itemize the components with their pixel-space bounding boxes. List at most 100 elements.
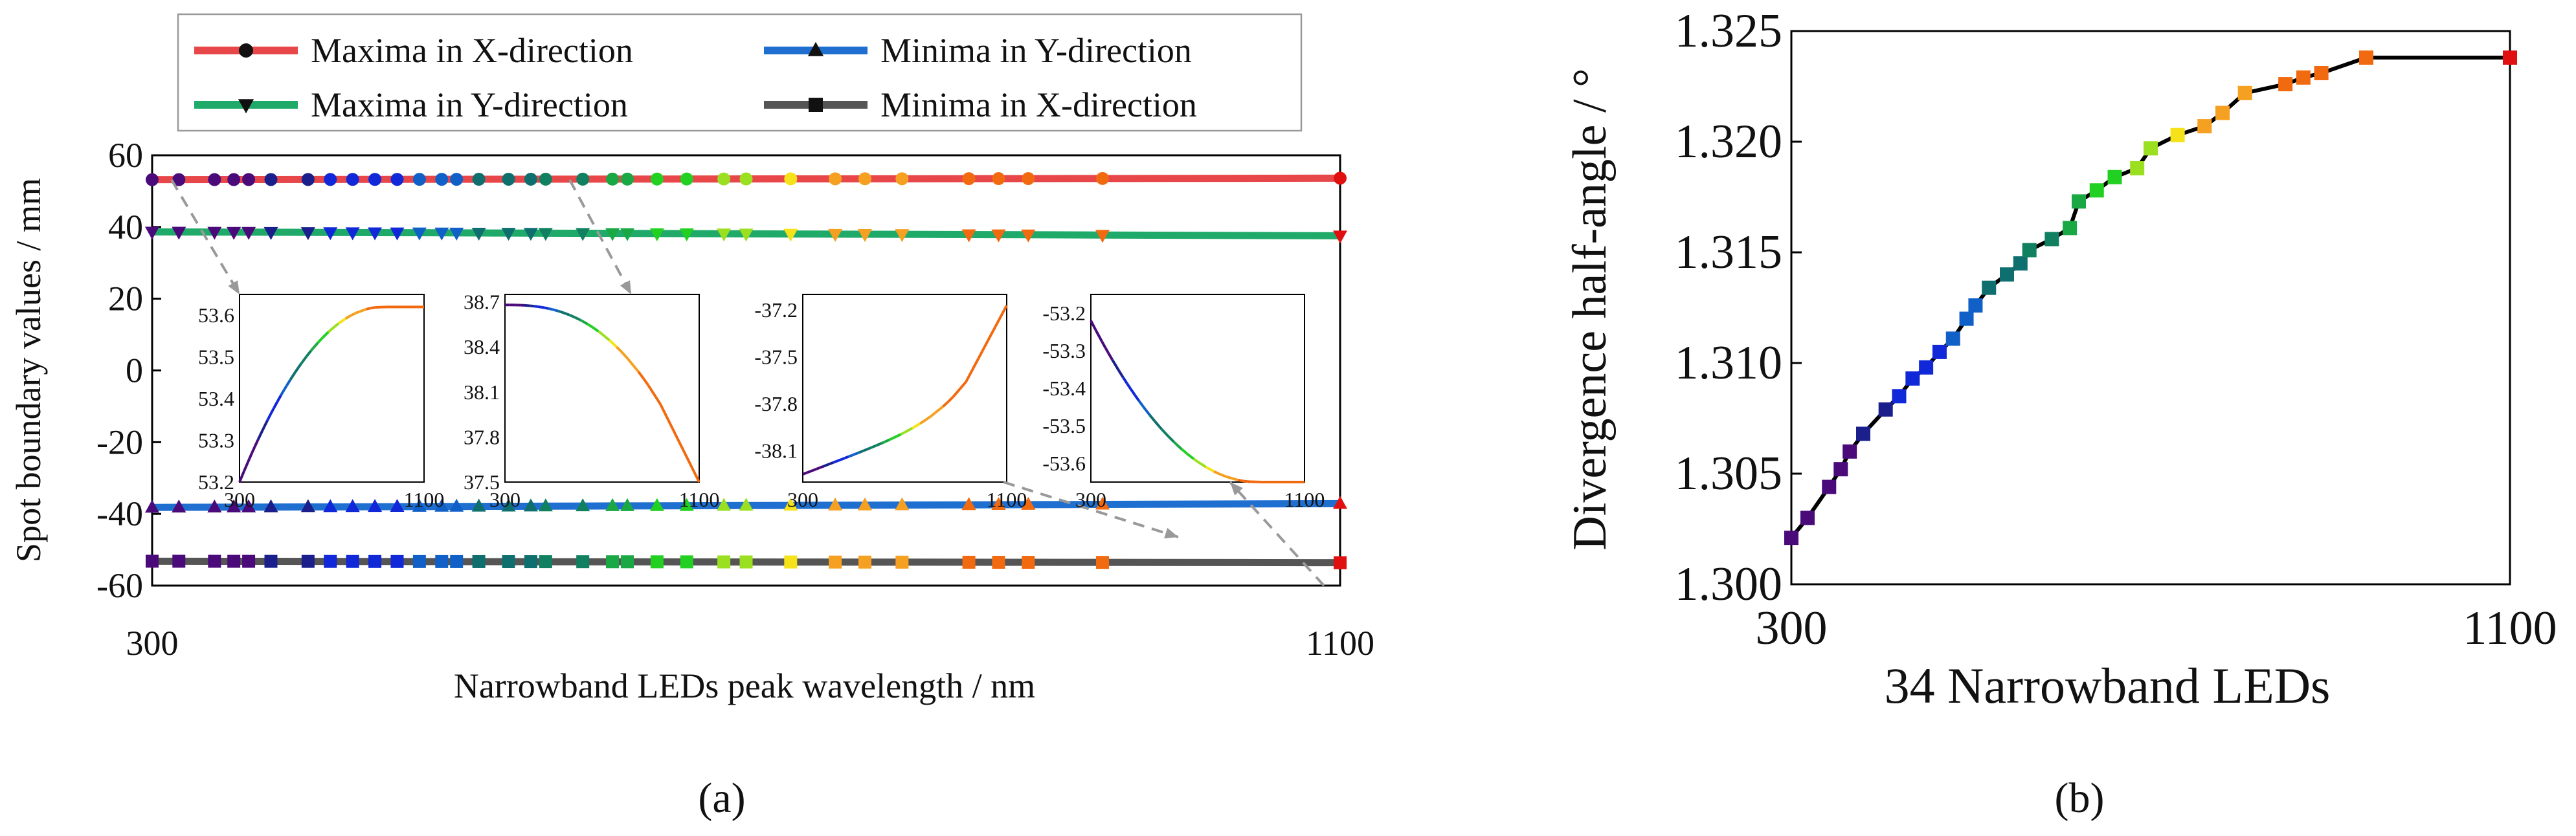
inset-curve-segment [814, 469, 817, 470]
data-point [2130, 161, 2144, 175]
y-tick-label: 20 [108, 280, 143, 318]
data-point [2090, 183, 2104, 197]
inset-x-tick-label: 1100 [679, 488, 720, 511]
data-point [680, 173, 693, 186]
data-point [895, 556, 908, 569]
data-point [651, 555, 664, 568]
data-point [606, 173, 619, 186]
inset-curve-segment [845, 457, 849, 458]
x-tick-label: 300 [1756, 602, 1828, 655]
series-b [1784, 50, 2517, 545]
data-point [324, 173, 337, 186]
inset-curve-segment [1248, 481, 1262, 482]
inset-curve-segment [541, 307, 545, 308]
inset-curve-segment [311, 348, 313, 351]
inset-y-tick-label: 37.8 [464, 425, 500, 448]
legend-label: Maxima in Y-direction [311, 85, 628, 124]
data-point [1096, 172, 1109, 185]
data-point [2314, 66, 2329, 80]
data-point [2000, 267, 2014, 281]
data-point [413, 555, 426, 568]
data-point [1334, 556, 1347, 569]
data-point [1096, 556, 1109, 569]
data-point [963, 556, 976, 569]
data-point [2238, 86, 2252, 100]
inset-y-tick-label: -37.8 [754, 392, 798, 415]
inset-curve-segment [829, 463, 833, 464]
data-point [1892, 389, 1907, 403]
data-point [146, 555, 159, 567]
zoom-arrow-head [1164, 528, 1178, 538]
inset-curve-segment [580, 320, 583, 322]
data-point [740, 173, 753, 186]
data-point [784, 556, 797, 569]
data-point [435, 173, 448, 186]
data-point [368, 173, 381, 186]
data-point [606, 555, 619, 568]
data-point [717, 555, 730, 568]
data-point [1946, 331, 1960, 346]
data-point [1905, 371, 1920, 386]
data-point [858, 172, 871, 185]
y-axis-label-a: Spot boundary values / mm [9, 178, 48, 562]
inset-curve-segment [853, 454, 855, 456]
data-point [2108, 170, 2122, 184]
data-point [621, 555, 634, 568]
legend-marker [239, 43, 253, 58]
inset-y-tick-label: 38.1 [464, 380, 500, 404]
x-tick-label: 1100 [2463, 602, 2557, 655]
inset-curve-segment [559, 311, 564, 313]
inset-x-tick-label: 300 [489, 488, 521, 511]
y-tick-label: 60 [108, 136, 143, 175]
data-point [208, 555, 221, 567]
data-point [2144, 141, 2158, 155]
y-axis-label-b: Divergence half-angle / ° [1563, 68, 1617, 550]
legend-label: Minima in X-direction [880, 85, 1197, 124]
data-point [784, 172, 797, 185]
data-point [963, 172, 976, 185]
x-axis-label-b: 34 Narrowband LEDs [1885, 657, 2331, 714]
inset-y-tick-label: -53.6 [1042, 452, 1086, 475]
inset-x-tick-label: 300 [224, 488, 255, 511]
data-point [524, 555, 537, 568]
inset-curve-segment [534, 306, 538, 307]
inset-y-tick-label: 38.7 [464, 291, 500, 314]
data-point [2044, 232, 2059, 246]
inset-curve-segment [555, 310, 559, 311]
data-point [1842, 445, 1857, 459]
inset-curve-segment [864, 449, 868, 450]
y-tick-label: 1.305 [1675, 447, 1783, 500]
y-tick-label: 1.310 [1675, 336, 1783, 390]
data-point [242, 555, 255, 568]
data-point [413, 173, 426, 186]
inset-curve-segment [371, 307, 375, 308]
inset-curve-segment [1238, 480, 1243, 481]
data-point [1784, 531, 1798, 545]
legend-label: Minima in Y-direction [880, 31, 1192, 70]
inset-curve-segment [855, 452, 859, 454]
data-point [1960, 312, 1974, 326]
inset-x-tick-label: 1100 [1284, 488, 1325, 511]
data-point [265, 173, 278, 186]
data-point [502, 555, 515, 568]
inset-curve-segment [882, 442, 884, 443]
inset-curve-segment [563, 313, 567, 314]
series-line [1791, 58, 2510, 538]
data-point [172, 555, 185, 567]
y-tick-label: 1.315 [1675, 226, 1783, 279]
data-point [265, 555, 278, 568]
inset-curve-segment [530, 306, 534, 307]
data-point [2171, 128, 2185, 142]
inset-curve-segment [849, 455, 853, 456]
data-point [651, 173, 664, 186]
data-point [717, 173, 730, 186]
data-point [473, 555, 486, 568]
data-point [524, 173, 537, 186]
x-tick-label: 300 [126, 624, 179, 663]
